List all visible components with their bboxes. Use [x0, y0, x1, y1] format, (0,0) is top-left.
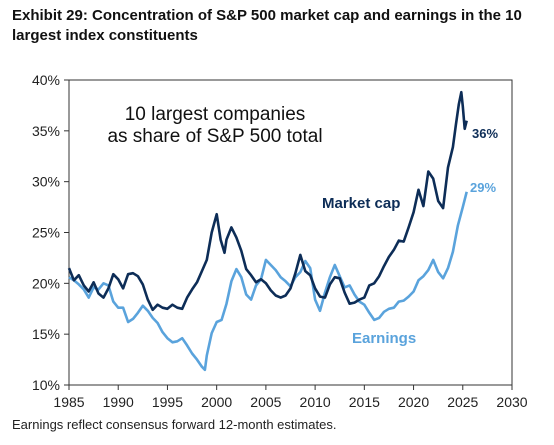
x-tick-label: 1995 [152, 394, 183, 410]
x-tick-label: 2005 [250, 394, 281, 410]
x-tick-label: 2010 [300, 394, 331, 410]
y-tick-label: 25% [32, 225, 60, 241]
annotation-title-line-1: 10 largest companies [125, 104, 306, 125]
market-cap-series-label: Market cap [322, 195, 400, 212]
y-tick-label: 10% [32, 377, 60, 393]
y-tick-label: 40% [32, 72, 60, 88]
y-tick-label: 30% [32, 174, 60, 190]
x-axis: 1985 1990 1995 2000 2005 2010 2015 2020 2025 2030 [53, 385, 528, 410]
earnings-series-line [68, 191, 468, 372]
y-axis: 10% 15% 20% 25% 30% 35% 40% [32, 72, 69, 393]
annotation-title-line-2: as share of S&P 500 total [107, 126, 322, 147]
market-cap-series-line [67, 90, 468, 312]
x-tick-label: 1985 [53, 394, 84, 410]
market-cap-end-value-label: 36% [472, 126, 498, 141]
earnings-end-value-label: 29% [470, 180, 496, 195]
label-layer: 10 largest companies as share of S&P 500… [107, 104, 498, 347]
y-tick-label: 15% [32, 326, 60, 342]
y-tick-label: 35% [32, 123, 60, 139]
footnote: Earnings reflect consensus forward 12-mo… [12, 417, 337, 432]
series-layer [67, 90, 468, 372]
x-tick-label: 2030 [496, 394, 527, 410]
chart-title: Exhibit 29: Concentration of S&P 500 mar… [12, 7, 522, 44]
y-tick-label: 20% [32, 275, 60, 291]
earnings-series-label: Earnings [352, 330, 416, 347]
x-tick-label: 2025 [447, 394, 478, 410]
x-tick-label: 2015 [349, 394, 380, 410]
x-tick-label: 2020 [398, 394, 429, 410]
x-tick-label: 1990 [103, 394, 134, 410]
x-tick-label: 2000 [201, 394, 232, 410]
